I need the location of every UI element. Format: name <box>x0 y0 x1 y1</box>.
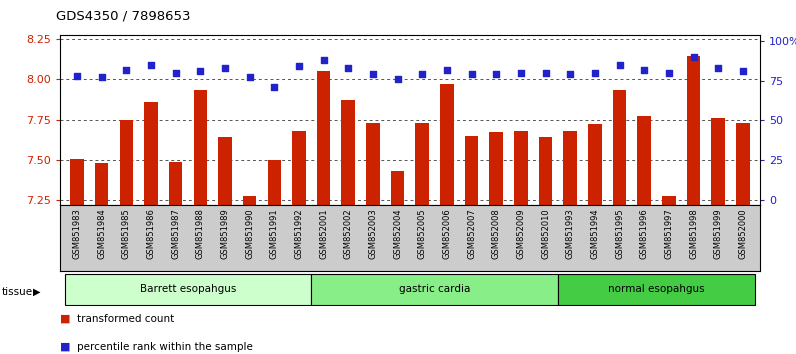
Point <box>539 70 552 75</box>
Bar <box>64 274 311 304</box>
Bar <box>218 137 232 205</box>
Point <box>465 72 478 77</box>
Text: GSM851983: GSM851983 <box>72 209 81 259</box>
Point <box>120 67 133 72</box>
Text: GSM852007: GSM852007 <box>467 209 476 259</box>
Point <box>662 70 675 75</box>
Point <box>268 84 281 90</box>
Text: percentile rank within the sample: percentile rank within the sample <box>77 342 253 352</box>
Bar <box>119 120 133 205</box>
Point <box>194 68 207 74</box>
Bar <box>317 71 330 205</box>
Point <box>170 70 182 75</box>
Bar <box>539 137 552 205</box>
Point <box>736 68 749 74</box>
Text: GSM852004: GSM852004 <box>393 209 402 259</box>
Text: GSM852005: GSM852005 <box>418 209 427 259</box>
Bar <box>613 90 626 205</box>
Bar <box>490 132 503 205</box>
Point <box>145 62 158 68</box>
Text: transformed count: transformed count <box>77 314 174 324</box>
Bar <box>366 123 380 205</box>
Text: GSM851997: GSM851997 <box>665 209 673 259</box>
Point <box>564 72 576 77</box>
Text: GSM851994: GSM851994 <box>591 209 599 259</box>
Bar <box>712 118 725 205</box>
Point <box>638 67 650 72</box>
Point <box>588 70 601 75</box>
Text: GSM851992: GSM851992 <box>295 209 303 259</box>
Text: GSM851984: GSM851984 <box>97 209 106 259</box>
Bar <box>440 84 454 205</box>
Text: GSM852002: GSM852002 <box>344 209 353 259</box>
Text: ■: ■ <box>60 342 70 352</box>
Text: tissue: tissue <box>2 287 33 297</box>
Bar <box>564 131 577 205</box>
Bar <box>416 123 429 205</box>
Bar <box>391 171 404 205</box>
Bar <box>169 162 182 205</box>
Text: Barrett esopahgus: Barrett esopahgus <box>140 284 236 295</box>
Text: ■: ■ <box>60 314 70 324</box>
Text: GSM851996: GSM851996 <box>640 209 649 259</box>
Point <box>514 70 527 75</box>
Text: GSM851995: GSM851995 <box>615 209 624 259</box>
Bar <box>662 196 676 205</box>
Text: GSM852001: GSM852001 <box>319 209 328 259</box>
Point <box>613 62 626 68</box>
Text: GSM851988: GSM851988 <box>196 209 205 259</box>
Bar <box>193 90 207 205</box>
Point <box>293 63 306 69</box>
Text: normal esopahgus: normal esopahgus <box>608 284 705 295</box>
Bar <box>687 56 700 205</box>
Bar <box>311 274 558 304</box>
Text: GSM851990: GSM851990 <box>245 209 254 259</box>
Point <box>687 54 700 60</box>
Text: GSM852010: GSM852010 <box>541 209 550 259</box>
Text: GSM852000: GSM852000 <box>739 209 747 259</box>
Point <box>367 72 380 77</box>
Bar <box>243 196 256 205</box>
Point <box>219 65 232 71</box>
Text: GSM851987: GSM851987 <box>171 209 180 259</box>
Bar <box>465 136 478 205</box>
Text: GSM851998: GSM851998 <box>689 209 698 259</box>
Point <box>392 76 404 82</box>
Point <box>490 72 502 77</box>
Bar <box>144 102 158 205</box>
Text: GSM851986: GSM851986 <box>146 209 155 259</box>
Text: GSM851991: GSM851991 <box>270 209 279 259</box>
Text: GSM852008: GSM852008 <box>492 209 501 259</box>
Bar <box>267 160 281 205</box>
Point <box>342 65 355 71</box>
Text: GSM852009: GSM852009 <box>517 209 525 259</box>
Bar <box>736 123 750 205</box>
Text: GSM851999: GSM851999 <box>714 209 723 259</box>
Text: GSM851989: GSM851989 <box>220 209 229 259</box>
Point <box>244 75 256 80</box>
Text: ▶: ▶ <box>33 287 41 297</box>
Point <box>712 65 724 71</box>
Text: gastric cardia: gastric cardia <box>399 284 470 295</box>
Text: GSM851985: GSM851985 <box>122 209 131 259</box>
Bar <box>638 116 651 205</box>
Text: GSM852006: GSM852006 <box>443 209 451 259</box>
Text: GSM852003: GSM852003 <box>369 209 377 259</box>
Text: GSM851993: GSM851993 <box>566 209 575 259</box>
Text: GDS4350 / 7898653: GDS4350 / 7898653 <box>56 10 190 22</box>
Bar <box>341 100 355 205</box>
Bar <box>292 131 306 205</box>
Point <box>96 75 108 80</box>
Bar <box>95 163 108 205</box>
Point <box>440 67 453 72</box>
Point <box>318 57 330 63</box>
Point <box>71 73 84 79</box>
Point <box>416 72 428 77</box>
Bar <box>558 274 755 304</box>
Bar <box>70 159 84 205</box>
Bar <box>588 124 602 205</box>
Bar <box>514 131 528 205</box>
